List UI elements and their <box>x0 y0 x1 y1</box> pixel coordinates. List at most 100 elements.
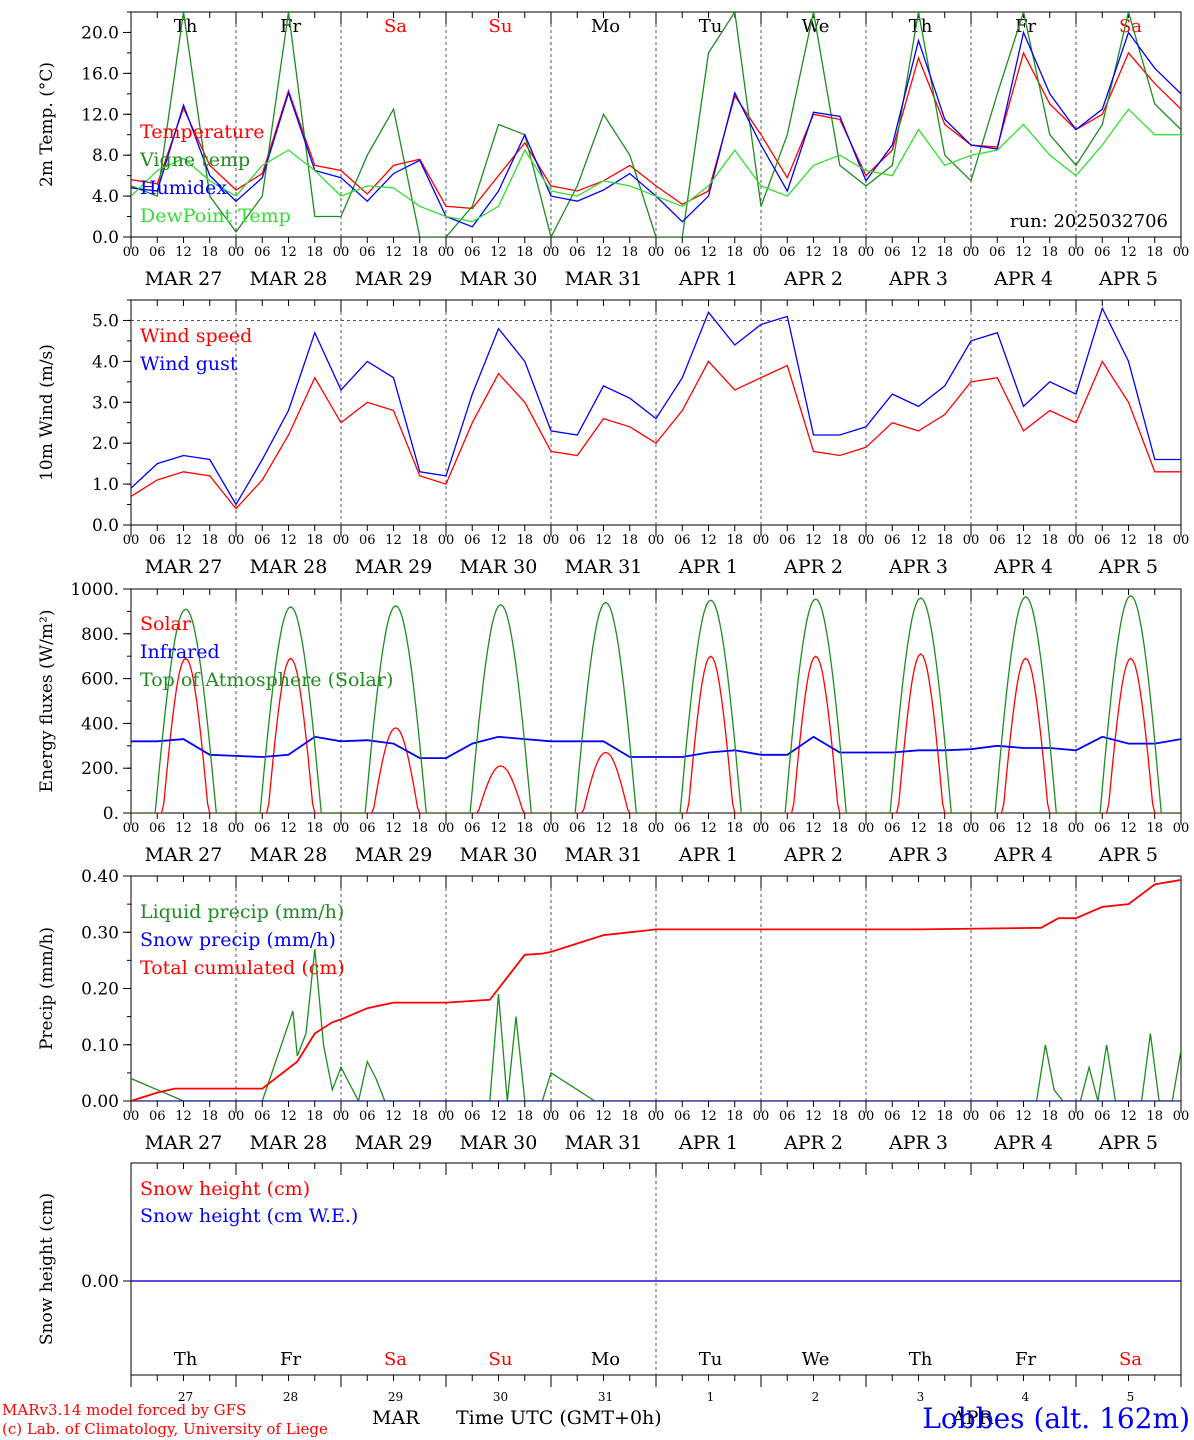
x-hour-label: 06 <box>464 821 481 836</box>
x-hour-label: 12 <box>805 821 822 836</box>
x-hour-label: 12 <box>490 533 507 548</box>
x-hour-label: 06 <box>254 1109 271 1124</box>
y-tick-label: 0.30 <box>81 923 119 943</box>
series-line-total-cumulated-cm- <box>131 879 1181 1101</box>
y-axis-label: Snow height (cm) <box>37 1193 57 1345</box>
x-hour-label: 00 <box>123 1109 140 1124</box>
x-day-label: APR 1 <box>678 268 738 290</box>
weekday-label: We <box>802 1349 830 1370</box>
x-hour-label: 12 <box>490 1109 507 1124</box>
x-day-label: MAR 28 <box>250 1132 328 1154</box>
x-day-label: APR 3 <box>888 844 948 866</box>
x-hour-label: 06 <box>254 821 271 836</box>
x-hour-label: 18 <box>411 821 428 836</box>
x-hour-label: 18 <box>621 245 638 260</box>
x-hour-label: 06 <box>779 1109 796 1124</box>
y-tick-label: 1000. <box>70 580 119 600</box>
legend-label: Vigne temp <box>139 149 250 171</box>
x-hour-label: 06 <box>464 1109 481 1124</box>
y-tick-label: 0.40 <box>81 867 119 887</box>
x-hour-label: 18 <box>1041 245 1058 260</box>
x-hour-label: 12 <box>805 245 822 260</box>
x-hour-label: 00 <box>543 1109 560 1124</box>
x-hour-label: 12 <box>490 821 507 836</box>
x-hour-label: 00 <box>648 821 665 836</box>
x-day-label: APR 4 <box>993 1132 1053 1154</box>
x-hour-label: 00 <box>753 821 770 836</box>
weekday-label: Mo <box>591 1349 620 1370</box>
x-hour-label: 00 <box>438 821 455 836</box>
x-hour-label: 18 <box>726 533 743 548</box>
x-hour-label: 18 <box>411 245 428 260</box>
weekday-label: Sa <box>1119 1349 1142 1370</box>
y-tick-label: 800. <box>81 625 119 645</box>
x-day-label: APR 3 <box>888 268 948 290</box>
month-label-mar: MAR <box>372 1407 420 1429</box>
chart-panel-1: 0.0 4.0 8.0 12.0 16.0 20.0 2m Temp. (°C) 00 06 12… <box>37 11 1189 290</box>
x-hour-label: 12 <box>700 533 717 548</box>
x-hour-label: 00 <box>543 821 560 836</box>
x-day-label: APR 3 <box>888 1132 948 1154</box>
x-hour-label: 06 <box>884 245 901 260</box>
x-hour-label: 12 <box>1120 245 1137 260</box>
legend-label: Humidex <box>140 177 227 199</box>
x-day-label: MAR 30 <box>460 844 538 866</box>
legend-label: Temperature <box>140 121 264 143</box>
x-hour-label: 06 <box>569 245 586 260</box>
x-hour-label: 00 <box>123 533 140 548</box>
x-hour-label: 06 <box>464 245 481 260</box>
series-line-dewpoint-temp <box>131 108 1181 223</box>
x-hour-label: 18 <box>831 821 848 836</box>
day-number-label: 2 <box>812 1390 820 1404</box>
series-lines <box>131 879 1181 1101</box>
x-day-label: MAR 27 <box>145 1132 223 1154</box>
series-lines <box>131 594 1181 813</box>
x-hour-label: 18 <box>936 245 953 260</box>
x-day-label: MAR 31 <box>565 1132 643 1154</box>
x-hour-label: 00 <box>858 1109 875 1124</box>
x-hour-label: 12 <box>175 245 192 260</box>
x-hour-label: 18 <box>1146 1109 1163 1124</box>
legend-label: Wind speed <box>140 325 252 347</box>
x-hour-label: 06 <box>779 821 796 836</box>
x-day-label: MAR 30 <box>460 1132 538 1154</box>
weekday-label: Fr <box>280 1349 301 1370</box>
x-hour-label: 18 <box>201 1109 218 1124</box>
x-hour-label: 12 <box>1015 821 1032 836</box>
day-number-label: 30 <box>493 1390 508 1404</box>
x-hour-label: 00 <box>648 533 665 548</box>
y-tick-label: 0. <box>103 804 119 824</box>
x-hour-label: 06 <box>989 245 1006 260</box>
x-hour-label: 12 <box>1015 533 1032 548</box>
x-hour-label: 12 <box>385 1109 402 1124</box>
x-hour-label: 06 <box>989 821 1006 836</box>
x-hour-label: 12 <box>700 821 717 836</box>
x-hour-label: 06 <box>149 533 166 548</box>
x-hour-label: 00 <box>333 533 350 548</box>
day-number-label: 4 <box>1022 1390 1030 1404</box>
station-name: Lobbes (alt. 162m) <box>922 1402 1190 1435</box>
x-hour-label: 18 <box>831 245 848 260</box>
y-tick-label: 8.0 <box>92 146 119 166</box>
y-tick-label: 0.0 <box>92 228 119 248</box>
x-hour-label: 12 <box>1015 1109 1032 1124</box>
x-day-label: APR 3 <box>888 556 948 578</box>
x-hour-label: 06 <box>1094 245 1111 260</box>
x-hour-label: 06 <box>254 533 271 548</box>
x-hour-label: 06 <box>989 533 1006 548</box>
y-tick-label: 4.0 <box>92 352 119 372</box>
x-hour-label: 06 <box>359 533 376 548</box>
x-hour-label: 00 <box>1068 533 1085 548</box>
x-hour-label: 12 <box>490 245 507 260</box>
x-hour-label: 06 <box>569 533 586 548</box>
x-day-label: MAR 29 <box>355 1132 433 1154</box>
x-hour-label: 00 <box>648 245 665 260</box>
x-hour-label: 18 <box>621 533 638 548</box>
series-line-wind-gust <box>131 306 1181 506</box>
x-hour-label: 12 <box>910 1109 927 1124</box>
x-hour-label: 12 <box>700 1109 717 1124</box>
x-hour-label: 06 <box>359 821 376 836</box>
x-hour-label: 12 <box>910 533 927 548</box>
legend-label: Top of Atmosphere (Solar) <box>140 669 393 691</box>
